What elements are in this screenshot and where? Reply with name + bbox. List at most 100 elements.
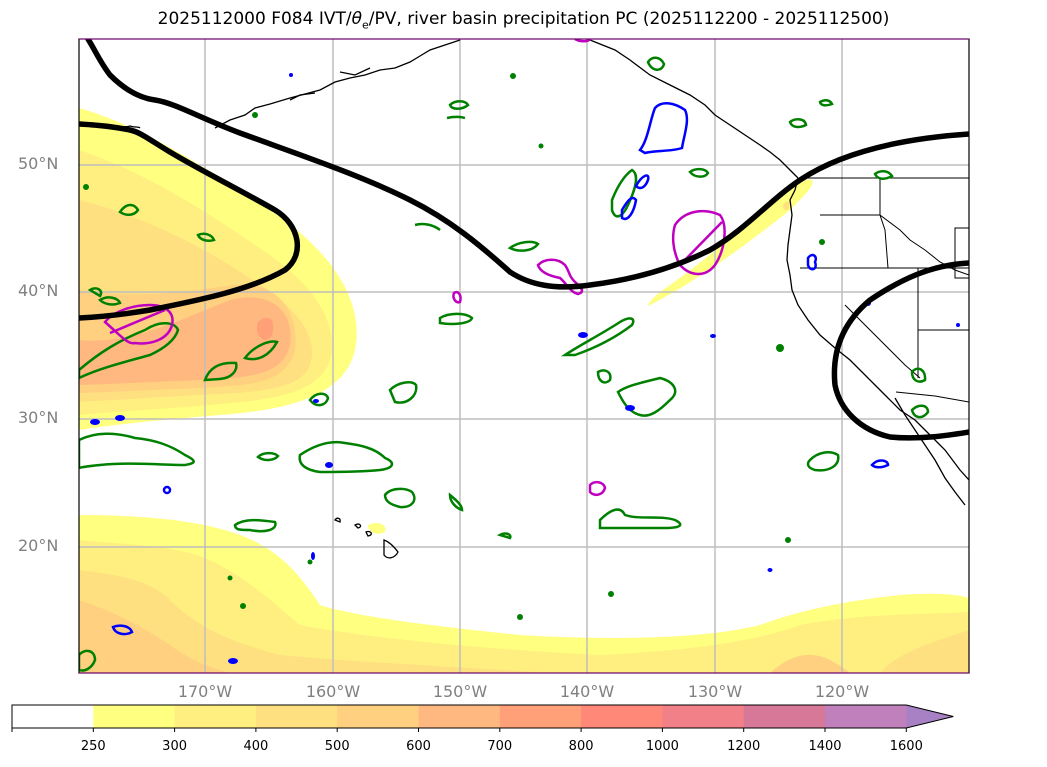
coastline-west-coast xyxy=(786,177,969,481)
coastline-aleutians-alaska xyxy=(214,39,461,129)
theta-e-contour xyxy=(233,518,277,533)
theta-e-contour xyxy=(910,367,930,419)
precip-dot xyxy=(311,552,315,560)
lon-label-170w: 170°W xyxy=(177,682,233,701)
theta-e-dot xyxy=(538,143,544,149)
precip-contour xyxy=(620,174,650,221)
theta-e-contour xyxy=(646,56,666,71)
coastline-gulf-of-alaska xyxy=(589,39,799,179)
lat-label-20n: 20°N xyxy=(18,536,59,555)
theta-e-dot xyxy=(240,603,246,609)
theta-e-contour xyxy=(298,440,394,474)
theta-e-contour xyxy=(87,287,122,306)
precip-dot xyxy=(228,658,238,664)
theta-e-dot xyxy=(776,344,784,352)
theta-e-contour xyxy=(496,532,512,540)
lon-label-130w: 130°W xyxy=(687,682,743,701)
colorbar-segment xyxy=(255,705,338,728)
theta-e-contour xyxy=(256,451,280,462)
theta-e-contour xyxy=(873,170,894,180)
theta-e-contour xyxy=(507,240,540,252)
title-prefix: 2025112000 F084 IVT/ xyxy=(157,9,352,29)
colorbar-segment xyxy=(743,705,826,728)
colorbar-segment xyxy=(174,705,257,728)
precip-contour xyxy=(638,102,689,155)
colorbar-tick-label: 600 xyxy=(406,739,431,754)
theta-e-contour xyxy=(448,492,464,512)
theta-e-contour xyxy=(688,167,710,178)
colorbar-extend-arrow xyxy=(906,705,954,728)
colorbar-tick-label: 1200 xyxy=(727,739,761,754)
precip-dot xyxy=(625,405,635,411)
theta-e-contour xyxy=(414,222,441,232)
theta-e-dot xyxy=(83,184,89,190)
colorbar-segment xyxy=(93,705,176,728)
colorbar-tick-label: 700 xyxy=(487,739,513,754)
lat-label-40n: 40°N xyxy=(18,281,59,300)
ivt-contour xyxy=(452,290,462,304)
coastlines xyxy=(115,39,969,559)
colorbar-tick-label: 400 xyxy=(243,739,269,754)
precip-dot xyxy=(325,462,333,468)
theta-e-contour xyxy=(79,322,180,380)
title-suffix: /PV, river basin precipitation PC (20251… xyxy=(368,9,890,29)
theta-e-dot xyxy=(227,575,233,581)
coastline-baja xyxy=(894,397,966,506)
theta-e-contour xyxy=(79,649,97,672)
theta-e-contour xyxy=(388,381,418,404)
precip-contour xyxy=(111,624,134,636)
theta-e-dots xyxy=(83,73,825,620)
pv-contours xyxy=(79,39,969,441)
colorbar-tick-label: 1000 xyxy=(645,739,679,754)
precip-contour xyxy=(870,459,890,469)
precip-dot xyxy=(956,323,960,327)
theta-e-contour xyxy=(446,100,470,120)
pv-contour-west xyxy=(79,121,301,321)
ivt-contour xyxy=(588,480,607,497)
colorbar-tick-label: 800 xyxy=(568,739,594,754)
precip-dot xyxy=(313,399,319,403)
theta-e-contour xyxy=(806,451,840,472)
border-box xyxy=(954,227,969,279)
colorbar-outline xyxy=(11,704,954,729)
lon-label-150w: 150°W xyxy=(432,682,488,701)
theta-e-contour xyxy=(438,312,474,326)
precip-dot xyxy=(578,332,588,338)
theta-e-dot xyxy=(252,112,258,118)
theta-e-contour xyxy=(788,99,834,129)
colorbar-tick-label: 300 xyxy=(162,739,188,754)
precip-dot xyxy=(710,334,716,338)
ivt-contour xyxy=(536,258,584,296)
coastline-hawaii xyxy=(383,539,399,559)
lon-label-140w: 140°W xyxy=(559,682,615,701)
theta-e-contour xyxy=(118,203,140,216)
colorbar-segment xyxy=(418,705,501,728)
precip-dot xyxy=(115,415,125,421)
theta-e-dot xyxy=(819,239,825,245)
precip-dot xyxy=(767,568,773,572)
colorbar-tick-label: 250 xyxy=(80,739,106,754)
theta-e-contour xyxy=(560,317,635,357)
theta-e-contour xyxy=(383,487,416,509)
colorbar-tick-label: 500 xyxy=(324,739,350,754)
pv-contour-north xyxy=(85,39,969,290)
ivt-contour xyxy=(574,39,592,43)
theta-e-dot xyxy=(307,559,313,565)
theta-e-contour xyxy=(196,232,216,243)
chart-title: 2025112000 F084 IVT/θe/PV, river basin p… xyxy=(0,9,1047,31)
colorbar-segment xyxy=(337,705,420,728)
title-theta: θ xyxy=(351,9,362,29)
lat-label-30n: 30°N xyxy=(18,408,59,427)
theta-e-dot xyxy=(510,73,516,79)
ivt-shading-coast xyxy=(648,179,813,306)
theta-e-contour xyxy=(308,392,330,407)
theta-e-contours xyxy=(79,56,930,672)
theta-e-contour xyxy=(242,340,279,361)
colorbar-segment xyxy=(499,705,582,728)
colorbar-tick-label: 1400 xyxy=(808,739,842,754)
lat-label-50n: 50°N xyxy=(18,154,59,173)
coastline-alaska-peninsula xyxy=(289,67,371,101)
title-theta-sub: e xyxy=(362,18,369,32)
border-mexico xyxy=(895,391,969,403)
